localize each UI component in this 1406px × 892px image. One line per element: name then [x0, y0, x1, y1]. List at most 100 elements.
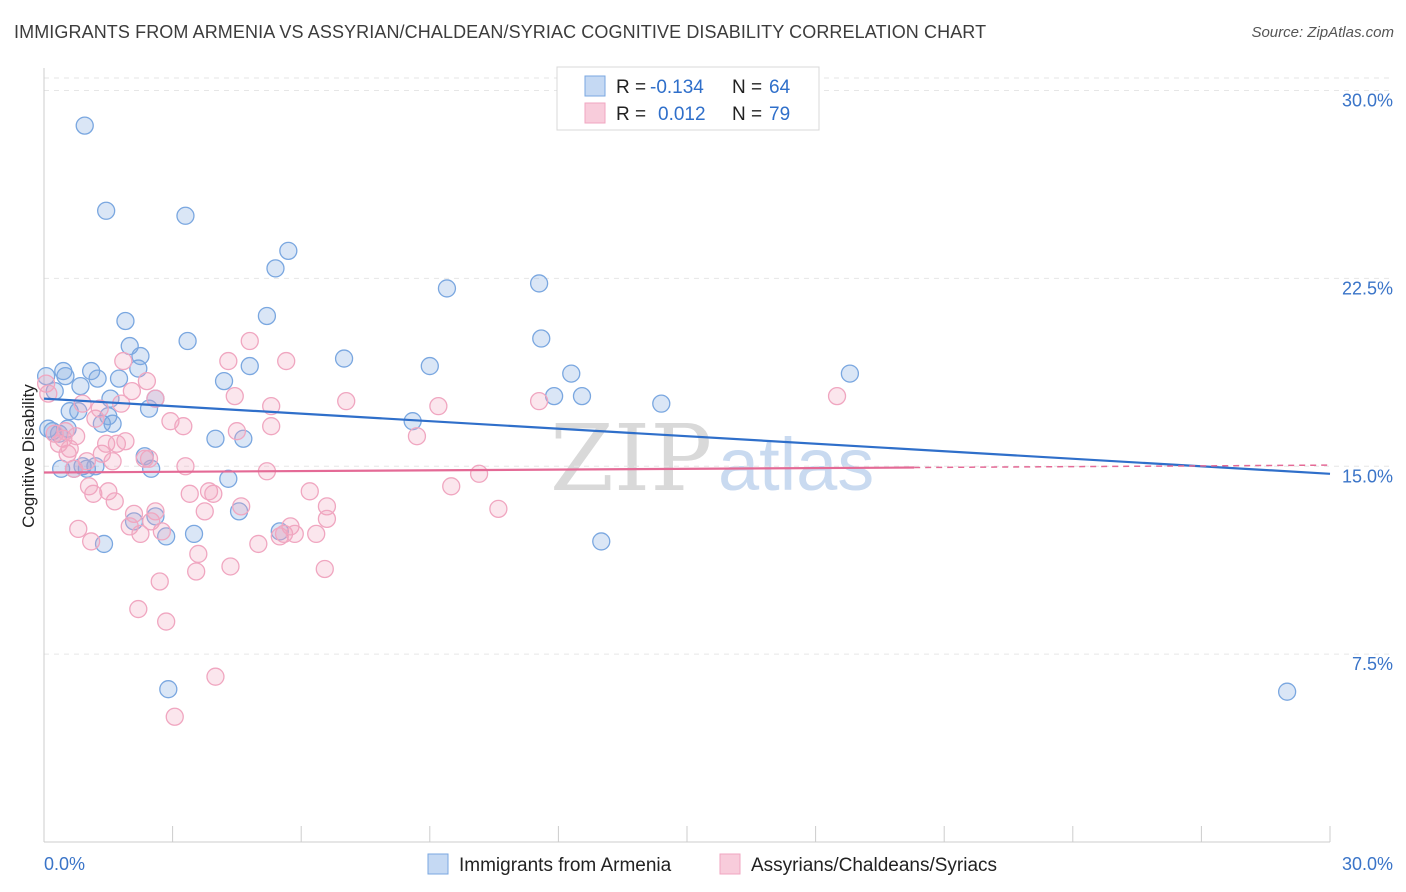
assyrian-point [69, 519, 88, 539]
assyrian-point [206, 667, 225, 686]
assyrian-point [45, 424, 64, 443]
assyrian-point [86, 409, 105, 428]
assyrian-point [277, 351, 296, 371]
assyrian-point [469, 464, 489, 483]
assyrian-point [114, 351, 133, 371]
watermark-atlas: atlas [718, 423, 874, 506]
armenia-point [82, 361, 101, 381]
assyrian-point [315, 559, 334, 579]
armenia-point [75, 116, 94, 135]
armenia-point [97, 201, 116, 220]
legend-swatch-armenia [584, 75, 606, 97]
assyrian-point [307, 524, 326, 544]
assyrian-point [262, 397, 281, 416]
armenia-point [103, 414, 122, 433]
assyrian-point [429, 397, 448, 416]
assyrian-point [285, 524, 304, 544]
armenia-point [1277, 682, 1297, 701]
x-tick-label-min: 0.0% [44, 854, 85, 874]
assyrian-point [529, 391, 549, 411]
assyrian-point [90, 399, 109, 418]
assyrian-point [317, 509, 337, 529]
assyrian-point [92, 444, 112, 463]
legend-r-value-assyrian: 0.012 [658, 104, 706, 125]
assyrian-point [77, 452, 97, 471]
legend-swatch-assyrian [584, 102, 606, 124]
watermark-zip: ZIP [550, 405, 712, 512]
assyrian-point [56, 422, 75, 441]
stats-legend: R = -0.134 N = 64 R = 0.012 N = 79 [556, 66, 820, 131]
assyrian-point [176, 457, 195, 476]
armenia-point [240, 356, 259, 376]
assyrian-point [39, 384, 58, 403]
x-tick-label-max: 30.0% [1342, 854, 1393, 874]
x-tick-labels: 0.0% 30.0% [44, 854, 1393, 874]
assyrian-point [195, 502, 214, 521]
bottom-legend-label-armenia: Immigrants from Armenia [459, 855, 672, 876]
assyrian-point [122, 381, 142, 401]
legend-r-value-armenia: -0.134 [650, 77, 704, 98]
bottom-legend-label-assyrian: Assyrians/Chaldeans/Syriacs [751, 855, 997, 876]
armenia-point [109, 369, 129, 388]
armenia-point [529, 274, 549, 293]
assyrian-point [103, 452, 122, 471]
trend-line-assyrian [43, 466, 915, 474]
assyrian-point [174, 417, 193, 436]
legend-n-value-assyrian: 79 [769, 104, 790, 125]
assyrian-point [124, 504, 144, 524]
assyrian-point [407, 427, 427, 446]
assyrian-point [240, 331, 259, 351]
y-tick-label: 7.5% [1352, 654, 1393, 674]
assyrian-point [219, 351, 238, 371]
armenia-point [234, 429, 253, 448]
armenia-point [88, 369, 107, 388]
assyrian-point [129, 599, 148, 619]
assyrian-point [232, 497, 251, 516]
assyrian-point [187, 562, 206, 581]
legend-n-value-armenia: 64 [769, 77, 791, 98]
assyrian-point [274, 524, 294, 544]
assyrian-point [146, 389, 165, 408]
armenia-point [572, 386, 592, 406]
y-tick-label: 22.5% [1342, 278, 1393, 298]
armenia-point [334, 349, 354, 368]
y-tick-label: 30.0% [1342, 91, 1393, 111]
source-label: Source: ZipAtlas.com [1251, 24, 1394, 41]
armenia-point [266, 259, 285, 278]
series-assyrian-points [36, 331, 847, 726]
series-legend: Immigrants from Armenia Assyrians/Chalde… [427, 853, 997, 876]
trend-line-assyrian-extension [914, 464, 1331, 469]
assyrian-point [97, 434, 116, 453]
armenia-point [178, 331, 197, 351]
assyrian-point [337, 391, 356, 411]
assyrian-point [221, 557, 240, 576]
armenia-point [652, 394, 671, 413]
assyrian-point [249, 534, 268, 554]
axes [43, 68, 1331, 843]
assyrian-point [139, 449, 159, 468]
assyrian-point [135, 449, 154, 468]
assyrian-point [262, 417, 281, 436]
assyrian-point [300, 482, 319, 501]
y-axis-label: Cognitive Disability [19, 384, 38, 528]
assyrian-point [73, 394, 92, 413]
assyrian-point [67, 427, 86, 446]
assyrian-point [131, 524, 150, 544]
armenia-point [219, 469, 238, 488]
legend-n-label-assyrian: N = [732, 104, 762, 125]
armenia-point [257, 306, 277, 326]
armenia-point [184, 524, 204, 544]
assyrian-point [189, 544, 208, 564]
armenia-point [71, 376, 90, 396]
assyrian-point [105, 492, 124, 511]
legend-r-label-armenia: R = [616, 77, 646, 98]
assyrian-point [137, 371, 157, 391]
armenia-point [176, 206, 195, 225]
assyrian-point [489, 499, 508, 519]
armenia-point [592, 532, 611, 551]
y-tick-label: 15.0% [1342, 466, 1393, 486]
armenia-point [437, 279, 457, 298]
assyrian-point [116, 432, 135, 451]
armenia-point [206, 429, 225, 448]
